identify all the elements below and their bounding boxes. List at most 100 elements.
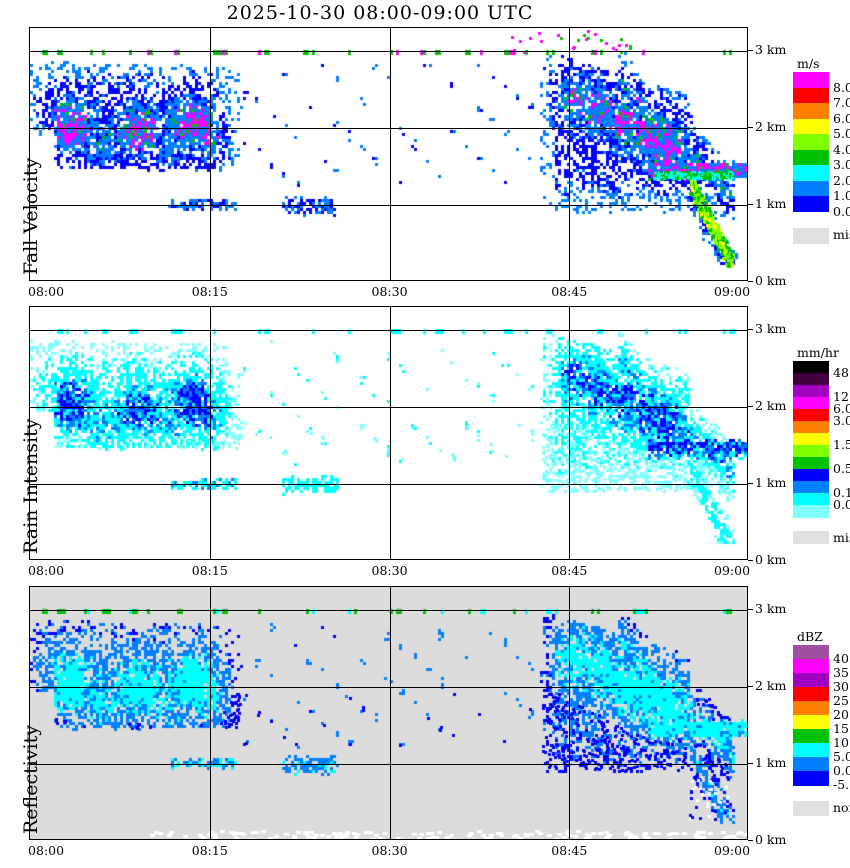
- y-tick-label: 0 km: [755, 273, 787, 288]
- colorbar-missing-swatch: [793, 531, 829, 544]
- panel-label-fall-velocity: Fall Velocity: [20, 157, 42, 275]
- gridline-vertical: [569, 587, 570, 839]
- colorbar-tick-label: 25.0: [833, 693, 850, 708]
- colorbar-tick-label: 15.0: [833, 721, 850, 736]
- colorbar-swatch: [793, 445, 829, 458]
- colorbar-swatch: [793, 505, 829, 518]
- y-tick-label: 2 km: [755, 398, 787, 414]
- x-tick-label: 09:00: [714, 563, 751, 578]
- colorbar-swatch: [793, 361, 829, 374]
- colorbar-tick-label: 1.5: [833, 437, 850, 452]
- colorbar-tick-label: 3.0: [833, 157, 850, 172]
- colorbar-swatch: [793, 397, 829, 410]
- colorbar-swatch: [793, 180, 829, 197]
- x-tick-label: 08:15: [191, 284, 228, 299]
- y-tick-label: 0 km: [755, 552, 787, 567]
- y-tick-mark: [748, 281, 753, 282]
- colorbar-swatch: [793, 196, 829, 213]
- x-tick-label: 08:30: [371, 843, 408, 858]
- colorbar-tick-label: 0.5: [833, 461, 850, 476]
- colorbar-swatch: [793, 373, 829, 386]
- colorbar-tick-label: 30.0: [833, 679, 850, 694]
- colorbar-tick-label: 0.1: [833, 485, 850, 500]
- colorbar-swatch: [793, 715, 829, 730]
- colorbar-swatch: [793, 409, 829, 422]
- colorbar-tick-label: 0.0: [833, 497, 850, 512]
- colorbar-swatch: [793, 134, 829, 151]
- gridline-vertical: [390, 587, 391, 839]
- y-tick-label: 0 km: [755, 832, 787, 847]
- colorbar-swatch: [793, 165, 829, 182]
- gridline-horizontal: [30, 51, 747, 52]
- colorbar-swatch: [793, 469, 829, 482]
- colorbar-missing-label: miss: [833, 226, 850, 242]
- panel-label-rain-intensity: Rain Intensity: [20, 418, 42, 554]
- colorbar-tick-label: 6.0: [833, 401, 850, 416]
- y-tick-mark: [748, 127, 753, 128]
- colorbar-swatch: [793, 729, 829, 744]
- colorbar-swatch: [793, 103, 829, 120]
- x-tick-label: 08:30: [371, 284, 408, 299]
- y-tick-label: 1 km: [755, 196, 787, 212]
- colorbar-swatch: [793, 701, 829, 716]
- gridline-vertical: [390, 307, 391, 559]
- plot-area-rain-intensity: [29, 306, 748, 560]
- colorbar-tick-label: 7.0: [833, 95, 850, 110]
- gridline-vertical: [210, 28, 211, 280]
- colorbar-tick-label: 2.0: [833, 172, 850, 188]
- x-tick-label: 08:00: [28, 563, 65, 578]
- colorbar-tick-label: 48.0: [833, 365, 850, 380]
- colorbar-swatch: [793, 149, 829, 166]
- colorbar-swatch: [793, 687, 829, 702]
- gridline-horizontal: [30, 128, 747, 129]
- colorbar-tick-label: 35.0: [833, 665, 850, 680]
- colorbar-tick-label: 10.0: [833, 735, 850, 750]
- y-tick-mark: [748, 329, 753, 330]
- x-tick-label: 08:15: [191, 563, 228, 578]
- y-tick-mark: [748, 763, 753, 764]
- gridline-vertical: [390, 28, 391, 280]
- gridline-vertical: [569, 307, 570, 559]
- colorbar-tick-label: 0.0: [833, 763, 850, 778]
- colorbar-swatch: [793, 457, 829, 470]
- x-tick-label: 08:45: [551, 284, 588, 299]
- plot-area-fall-velocity: [29, 27, 748, 281]
- radar-data-rain-intensity: [30, 307, 747, 559]
- gridline-horizontal: [30, 330, 747, 331]
- x-tick-label: 08:45: [551, 563, 588, 578]
- x-tick-label: 09:00: [714, 843, 751, 858]
- x-tick-label: 08:45: [551, 843, 588, 858]
- colorbar-missing-label: miss: [833, 530, 850, 545]
- y-tick-label: 3 km: [755, 601, 787, 617]
- colorbar-missing-swatch: [793, 227, 829, 244]
- x-tick-label: 08:00: [28, 843, 65, 858]
- y-tick-mark: [748, 406, 753, 407]
- page-title: 2025-10-30 08:00-09:00 UTC: [226, 2, 534, 24]
- gridline-horizontal: [30, 484, 747, 485]
- colorbar-missing-label: none: [833, 800, 850, 815]
- colorbar-swatch: [793, 771, 829, 786]
- y-tick-label: 1 km: [755, 475, 787, 491]
- colorbar-tick-label: 5.0: [833, 749, 850, 764]
- y-tick-mark: [748, 483, 753, 484]
- y-tick-mark: [748, 609, 753, 610]
- colorbar-tick-label: 40.0: [833, 651, 850, 666]
- panel-label-reflectivity: Reflectivity: [20, 725, 42, 834]
- y-tick-label: 1 km: [755, 755, 787, 771]
- y-tick-mark: [748, 840, 753, 841]
- y-tick-label: 2 km: [755, 119, 787, 135]
- y-tick-mark: [748, 560, 753, 561]
- colorbar-swatch: [793, 645, 829, 660]
- colorbar-missing-swatch: [793, 801, 829, 816]
- colorbar-tick-label: -5.0: [833, 777, 850, 792]
- colorbar-swatch: [793, 743, 829, 758]
- colorbar-tick-label: 0.0: [833, 203, 850, 219]
- colorbar-swatch: [793, 87, 829, 104]
- colorbar-swatch: [793, 118, 829, 135]
- colorbar-title-reflectivity: dBZ: [797, 629, 823, 644]
- y-tick-label: 3 km: [755, 321, 787, 337]
- gridline-horizontal: [30, 407, 747, 408]
- colorbar-tick-label: 5.0: [833, 126, 850, 141]
- colorbar-swatch: [793, 481, 829, 494]
